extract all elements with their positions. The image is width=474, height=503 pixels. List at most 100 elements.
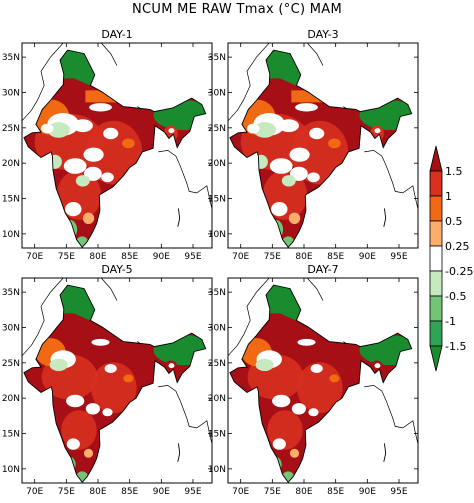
lat-tick-label: 35N (2, 53, 20, 63)
andaman-islands (177, 208, 181, 227)
colorbar-swatch (429, 345, 443, 372)
bias-blotch (329, 374, 340, 383)
bias-blotch (289, 147, 310, 162)
bias-blotch (85, 120, 143, 185)
map-panel-day-1: DAY-1 35N 30N 25N 20N 15N 10N 70E 75E 80E 85E 90E 9… (2, 28, 213, 262)
map-plot-day-7: 35N 30N 25N 20N 15N 10N 70E 75E 80E 85E 90E 95E (208, 277, 419, 497)
andaman-islands (177, 443, 181, 462)
lat-tick-label: 30N (2, 323, 20, 333)
boundary-line (21, 42, 64, 122)
india-outline (229, 284, 413, 484)
bias-field (229, 50, 412, 248)
bias-blotch (91, 362, 137, 413)
bias-blotch (41, 123, 54, 134)
boundary-line (158, 150, 213, 210)
india-outline (23, 49, 207, 249)
lon-tick-label: 85E (327, 252, 344, 262)
panel-title-day-1: DAY-1 (101, 28, 133, 41)
figure-title: NCUM ME RAW Tmax (°C) MAM (132, 2, 342, 17)
bias-blotch (288, 212, 301, 224)
colorbar-label: -0.25 (445, 265, 473, 278)
bias-blotch (255, 358, 274, 372)
colorbar-label: 1.5 (445, 165, 463, 178)
map-frame (21, 42, 213, 249)
colorbar-label: -1.5 (445, 340, 466, 353)
lat-tick-label: 25N (2, 124, 20, 134)
bias-blotch (122, 138, 135, 149)
bias-blotch (83, 147, 104, 162)
lon-tick-label: 75E (264, 252, 281, 262)
boundary-line (100, 42, 118, 66)
bias-blotch (328, 138, 341, 149)
lat-tick-label: 20N (208, 159, 226, 169)
bias-field (23, 50, 206, 248)
lon-tick-label: 80E (89, 487, 106, 497)
boundary-line (306, 277, 324, 301)
lon-tick-label: 70E (232, 487, 249, 497)
boundary-line (100, 277, 118, 301)
bias-blotch (247, 123, 260, 134)
bias-blotch (253, 154, 268, 169)
bias-blotch (297, 338, 316, 346)
map-panel-day-5: DAY-5 35N 30N 25N 20N 15N 10N 70E 75E 80E 85E 90E 9… (2, 263, 213, 497)
lon-tick-label: 90E (359, 252, 376, 262)
lon-tick-label: 80E (89, 252, 106, 262)
negative-bias-region (153, 100, 206, 131)
panel-title-day-7: DAY-7 (307, 263, 339, 276)
map-frame (21, 277, 213, 484)
colorbar-label: -1 (445, 315, 456, 328)
map-panel-day-3: DAY-3 35N 30N 25N 20N 15N 10N 70E 75E 80E 85E 90E 9… (208, 28, 419, 262)
panel-title-day-3: DAY-3 (307, 28, 339, 41)
lat-tick-label: 20N (2, 159, 20, 169)
bias-blotch (272, 438, 286, 450)
lat-tick-label: 35N (208, 288, 226, 298)
bias-field (229, 285, 412, 483)
boundary-line (227, 277, 270, 357)
colorbar-swatch (429, 245, 443, 272)
lat-tick-label: 10N (2, 230, 20, 240)
boundary-line (21, 277, 64, 357)
bias-blotch (307, 172, 320, 183)
lat-tick-label: 25N (2, 359, 20, 369)
map-frame (227, 277, 419, 484)
bias-blotch (102, 408, 113, 417)
bias-blotch (123, 374, 134, 383)
lat-tick-label: 35N (2, 288, 20, 298)
bias-field (23, 285, 206, 483)
lat-tick-label: 20N (208, 394, 226, 404)
bias-blotch (84, 166, 102, 181)
lat-tick-label: 25N (208, 359, 226, 369)
boundary-line (158, 385, 213, 445)
bias-blotch (310, 364, 323, 373)
andaman-islands (383, 443, 387, 462)
bias-blotch (91, 338, 110, 346)
negative-bias-region (359, 335, 412, 366)
lon-tick-label: 75E (58, 487, 75, 497)
bias-blotch (291, 120, 349, 185)
lat-tick-label: 10N (208, 230, 226, 240)
bias-blotch (309, 127, 325, 140)
bias-blotch (72, 119, 93, 133)
lon-tick-label: 80E (295, 252, 312, 262)
lon-tick-label: 70E (232, 252, 249, 262)
panel-title-day-5: DAY-5 (101, 263, 133, 276)
map-plot-day-5: 35N 30N 25N 20N 15N 10N 70E 75E 80E 85E 90E 95E (2, 277, 213, 497)
bias-blotch (297, 362, 343, 413)
bias-blotch (49, 358, 68, 372)
lon-tick-label: 95E (390, 487, 407, 497)
lon-tick-label: 80E (295, 487, 312, 497)
colorbar-swatch (429, 270, 443, 297)
map-plot-day-1: 35N 30N 25N 20N 15N 10N 70E 75E 80E 85E 90E 95E (2, 42, 213, 262)
lon-tick-label: 90E (153, 487, 170, 497)
bias-blotch (61, 219, 78, 240)
bias-blotch (290, 166, 308, 181)
lon-tick-label: 85E (121, 252, 138, 262)
lon-tick-label: 75E (58, 252, 75, 262)
lon-tick-label: 95E (184, 252, 201, 262)
bias-blotch (104, 364, 117, 373)
bias-blotch (63, 158, 87, 174)
bias-blotch (271, 202, 288, 217)
bias-blotch (82, 212, 95, 224)
lon-tick-label: 70E (26, 252, 43, 262)
lat-tick-label: 25N (208, 124, 226, 134)
